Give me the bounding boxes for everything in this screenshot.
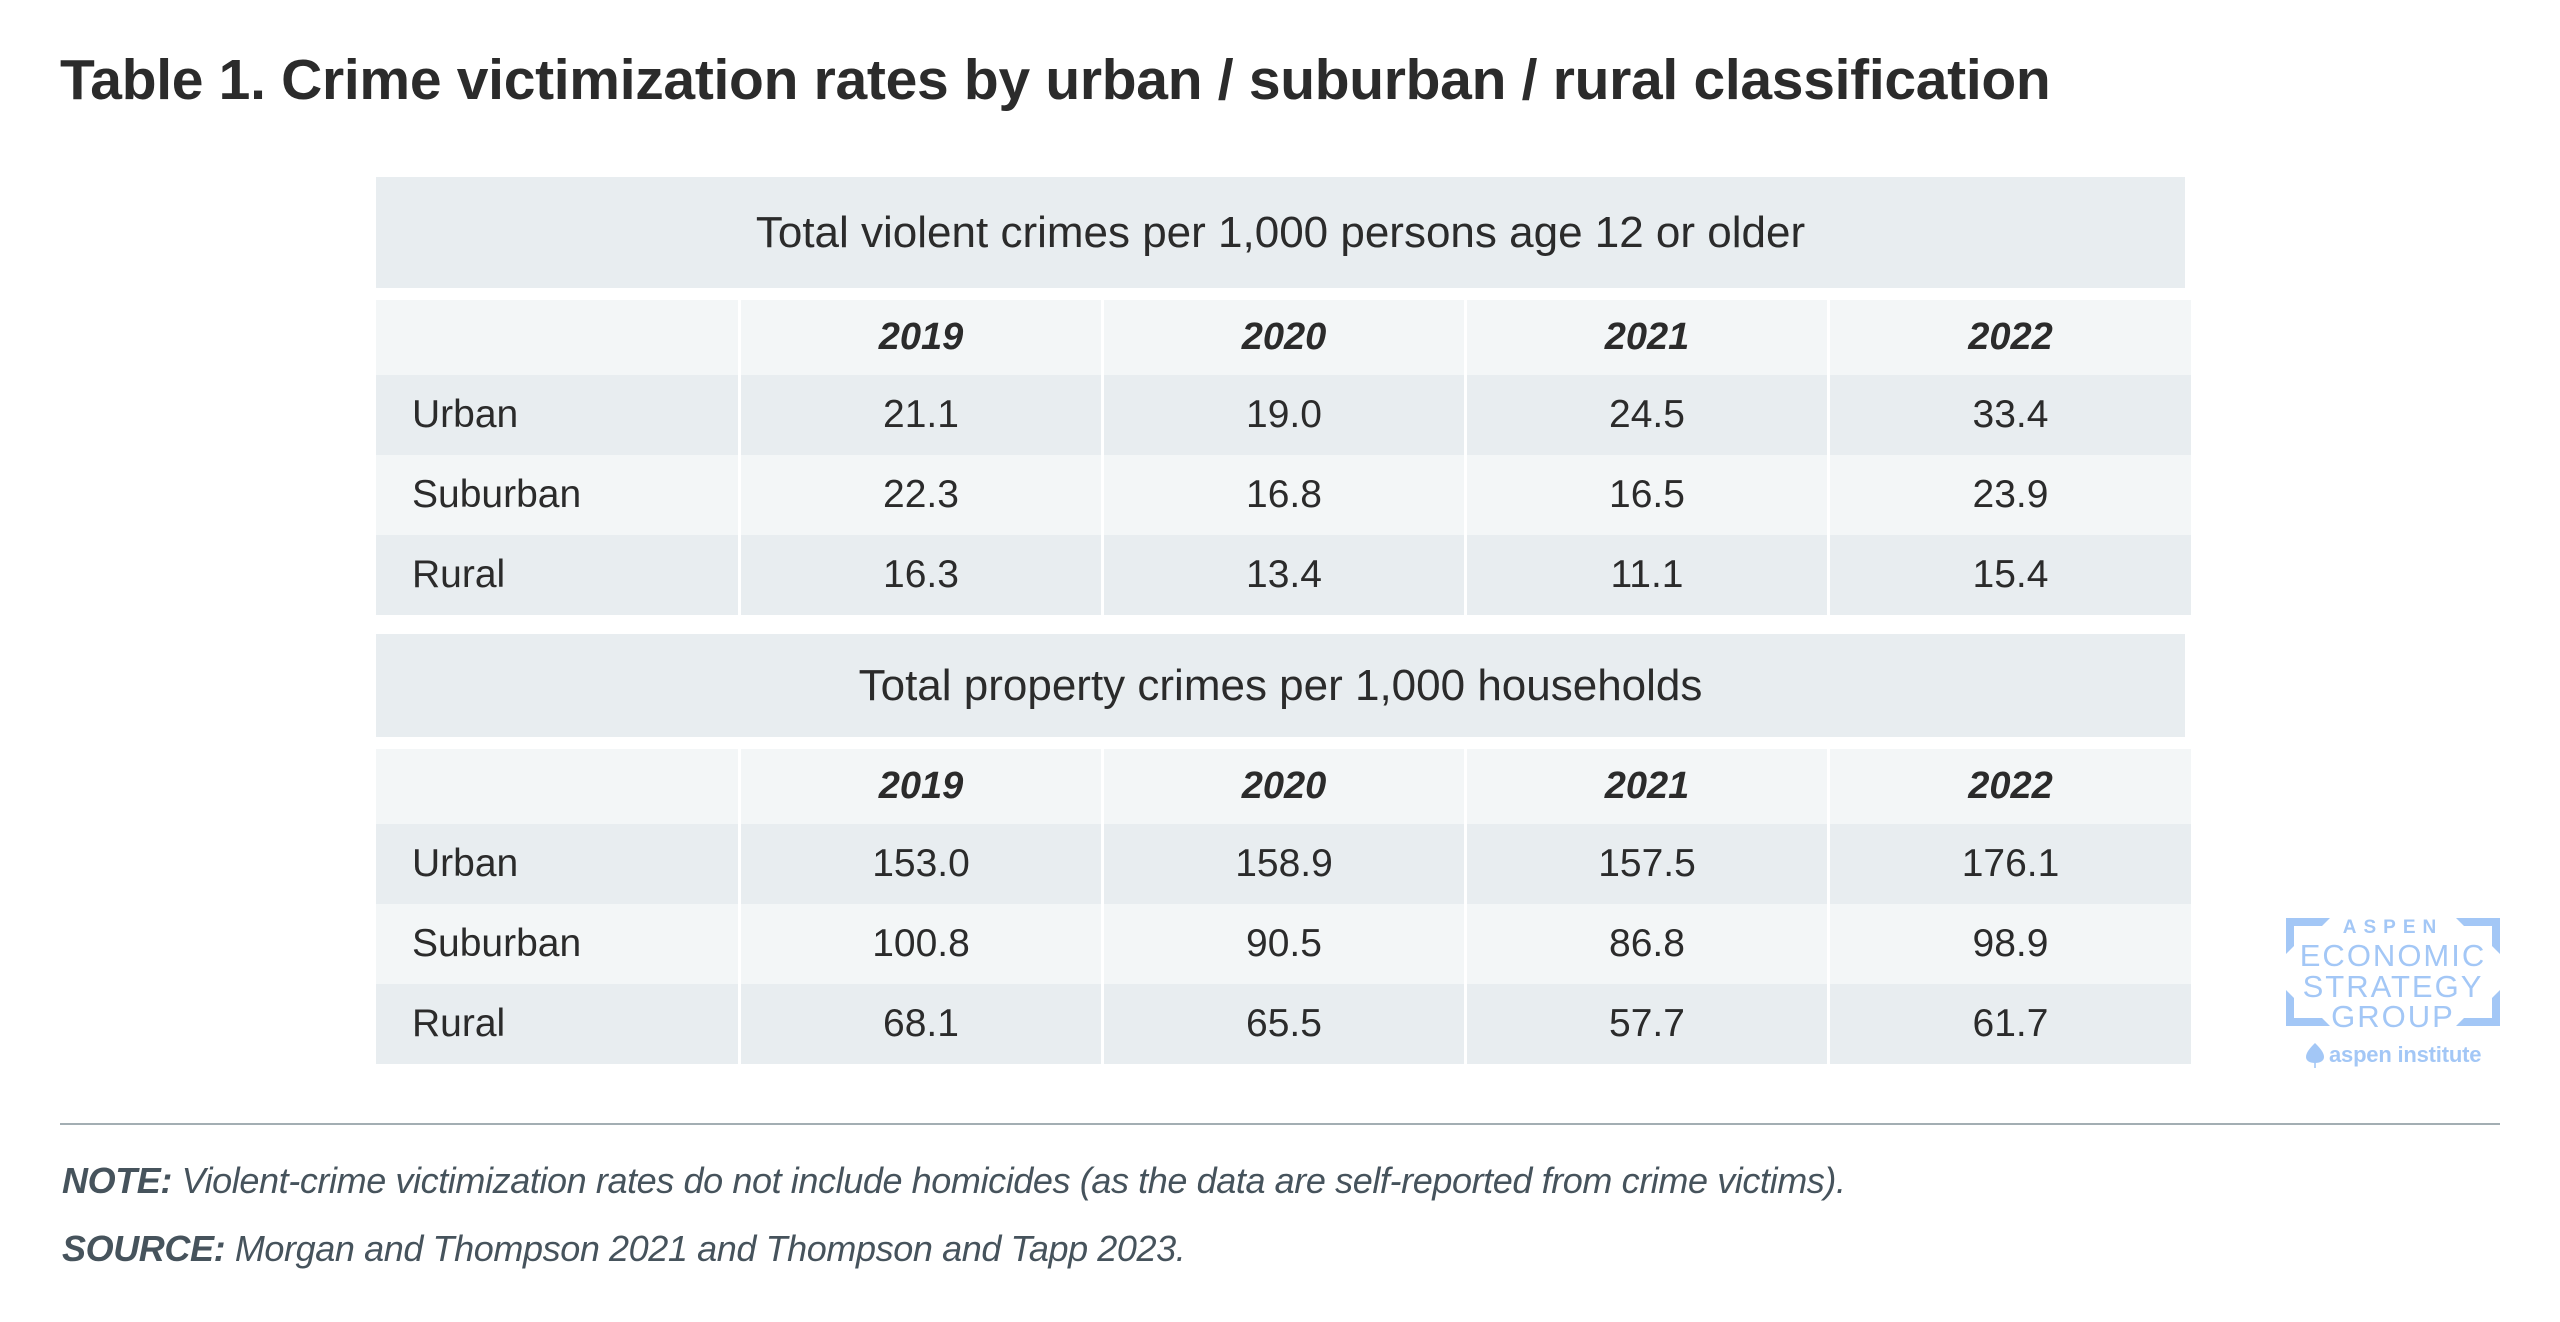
value-cell: 16.8	[1104, 455, 1464, 535]
value-cell: 13.4	[1104, 535, 1464, 615]
violent-crimes-grid: 2019 2020 2021 2022 Urban 21.1 19.0 24.5…	[376, 300, 2191, 615]
note-text: Violent-crime victimization rates do not…	[172, 1160, 1846, 1201]
value-cell: 176.1	[1830, 824, 2191, 904]
note-label: NOTE:	[62, 1160, 172, 1201]
aspen-economic-strategy-group-logo: ASPEN ECONOMIC STRATEGY GROUP aspen inst…	[2286, 916, 2500, 1072]
value-cell: 19.0	[1104, 375, 1464, 455]
aspen-leaf-icon	[2306, 1043, 2324, 1068]
value-cell: 23.9	[1830, 455, 2191, 535]
year-header: 2020	[1104, 749, 1464, 824]
source-text: Morgan and Thompson 2021 and Thompson an…	[225, 1228, 1186, 1269]
year-header: 2020	[1104, 300, 1464, 375]
value-cell: 24.5	[1467, 375, 1827, 455]
year-header: 2022	[1830, 300, 2191, 375]
value-cell: 65.5	[1104, 984, 1464, 1064]
value-cell: 57.7	[1467, 984, 1827, 1064]
property-crimes-grid: 2019 2020 2021 2022 Urban 153.0 158.9 15…	[376, 749, 2191, 1064]
logo-frame-brackets-icon	[2286, 918, 2500, 1026]
row-label: Suburban	[376, 455, 738, 535]
aspen-institute-label: aspen institute	[2329, 1042, 2482, 1067]
value-cell: 22.3	[741, 455, 1101, 535]
value-cell: 90.5	[1104, 904, 1464, 984]
row-label: Rural	[376, 984, 738, 1064]
value-cell: 11.1	[1467, 535, 1827, 615]
year-header: 2019	[741, 300, 1101, 375]
value-cell: 16.3	[741, 535, 1101, 615]
logo-aspen: ASPEN	[2342, 917, 2444, 938]
value-cell: 21.1	[741, 375, 1101, 455]
row-label: Suburban	[376, 904, 738, 984]
logo-economic: ECONOMIC	[2299, 938, 2487, 973]
value-cell: 100.8	[741, 904, 1101, 984]
violent-crimes-heading: Total violent crimes per 1,000 persons a…	[376, 177, 2185, 288]
row-label: Rural	[376, 535, 738, 615]
corner-cell	[376, 749, 738, 824]
value-cell: 15.4	[1830, 535, 2191, 615]
footer-note: NOTE: Violent-crime victimization rates …	[62, 1160, 1846, 1202]
value-cell: 33.4	[1830, 375, 2191, 455]
logo-group: GROUP	[2331, 999, 2455, 1034]
row-label: Urban	[376, 824, 738, 904]
value-cell: 158.9	[1104, 824, 1464, 904]
value-cell: 86.8	[1467, 904, 1827, 984]
value-cell: 68.1	[741, 984, 1101, 1064]
page-title: Table 1. Crime victimization rates by ur…	[60, 48, 2051, 112]
value-cell: 61.7	[1830, 984, 2191, 1064]
property-crimes-heading: Total property crimes per 1,000 househol…	[376, 634, 2185, 737]
year-header: 2021	[1467, 300, 1827, 375]
aspen-institute-mark: aspen institute	[2305, 1042, 2481, 1068]
value-cell: 16.5	[1467, 455, 1827, 535]
footer-divider	[60, 1123, 2500, 1125]
value-cell: 153.0	[741, 824, 1101, 904]
year-header: 2022	[1830, 749, 2191, 824]
value-cell: 157.5	[1467, 824, 1827, 904]
source-label: SOURCE:	[62, 1228, 226, 1269]
footer-source: SOURCE: Morgan and Thompson 2021 and Tho…	[62, 1228, 1186, 1270]
corner-cell	[376, 300, 738, 375]
year-header: 2021	[1467, 749, 1827, 824]
year-header: 2019	[741, 749, 1101, 824]
logo-strategy: STRATEGY	[2302, 969, 2484, 1004]
value-cell: 98.9	[1830, 904, 2191, 984]
row-label: Urban	[376, 375, 738, 455]
